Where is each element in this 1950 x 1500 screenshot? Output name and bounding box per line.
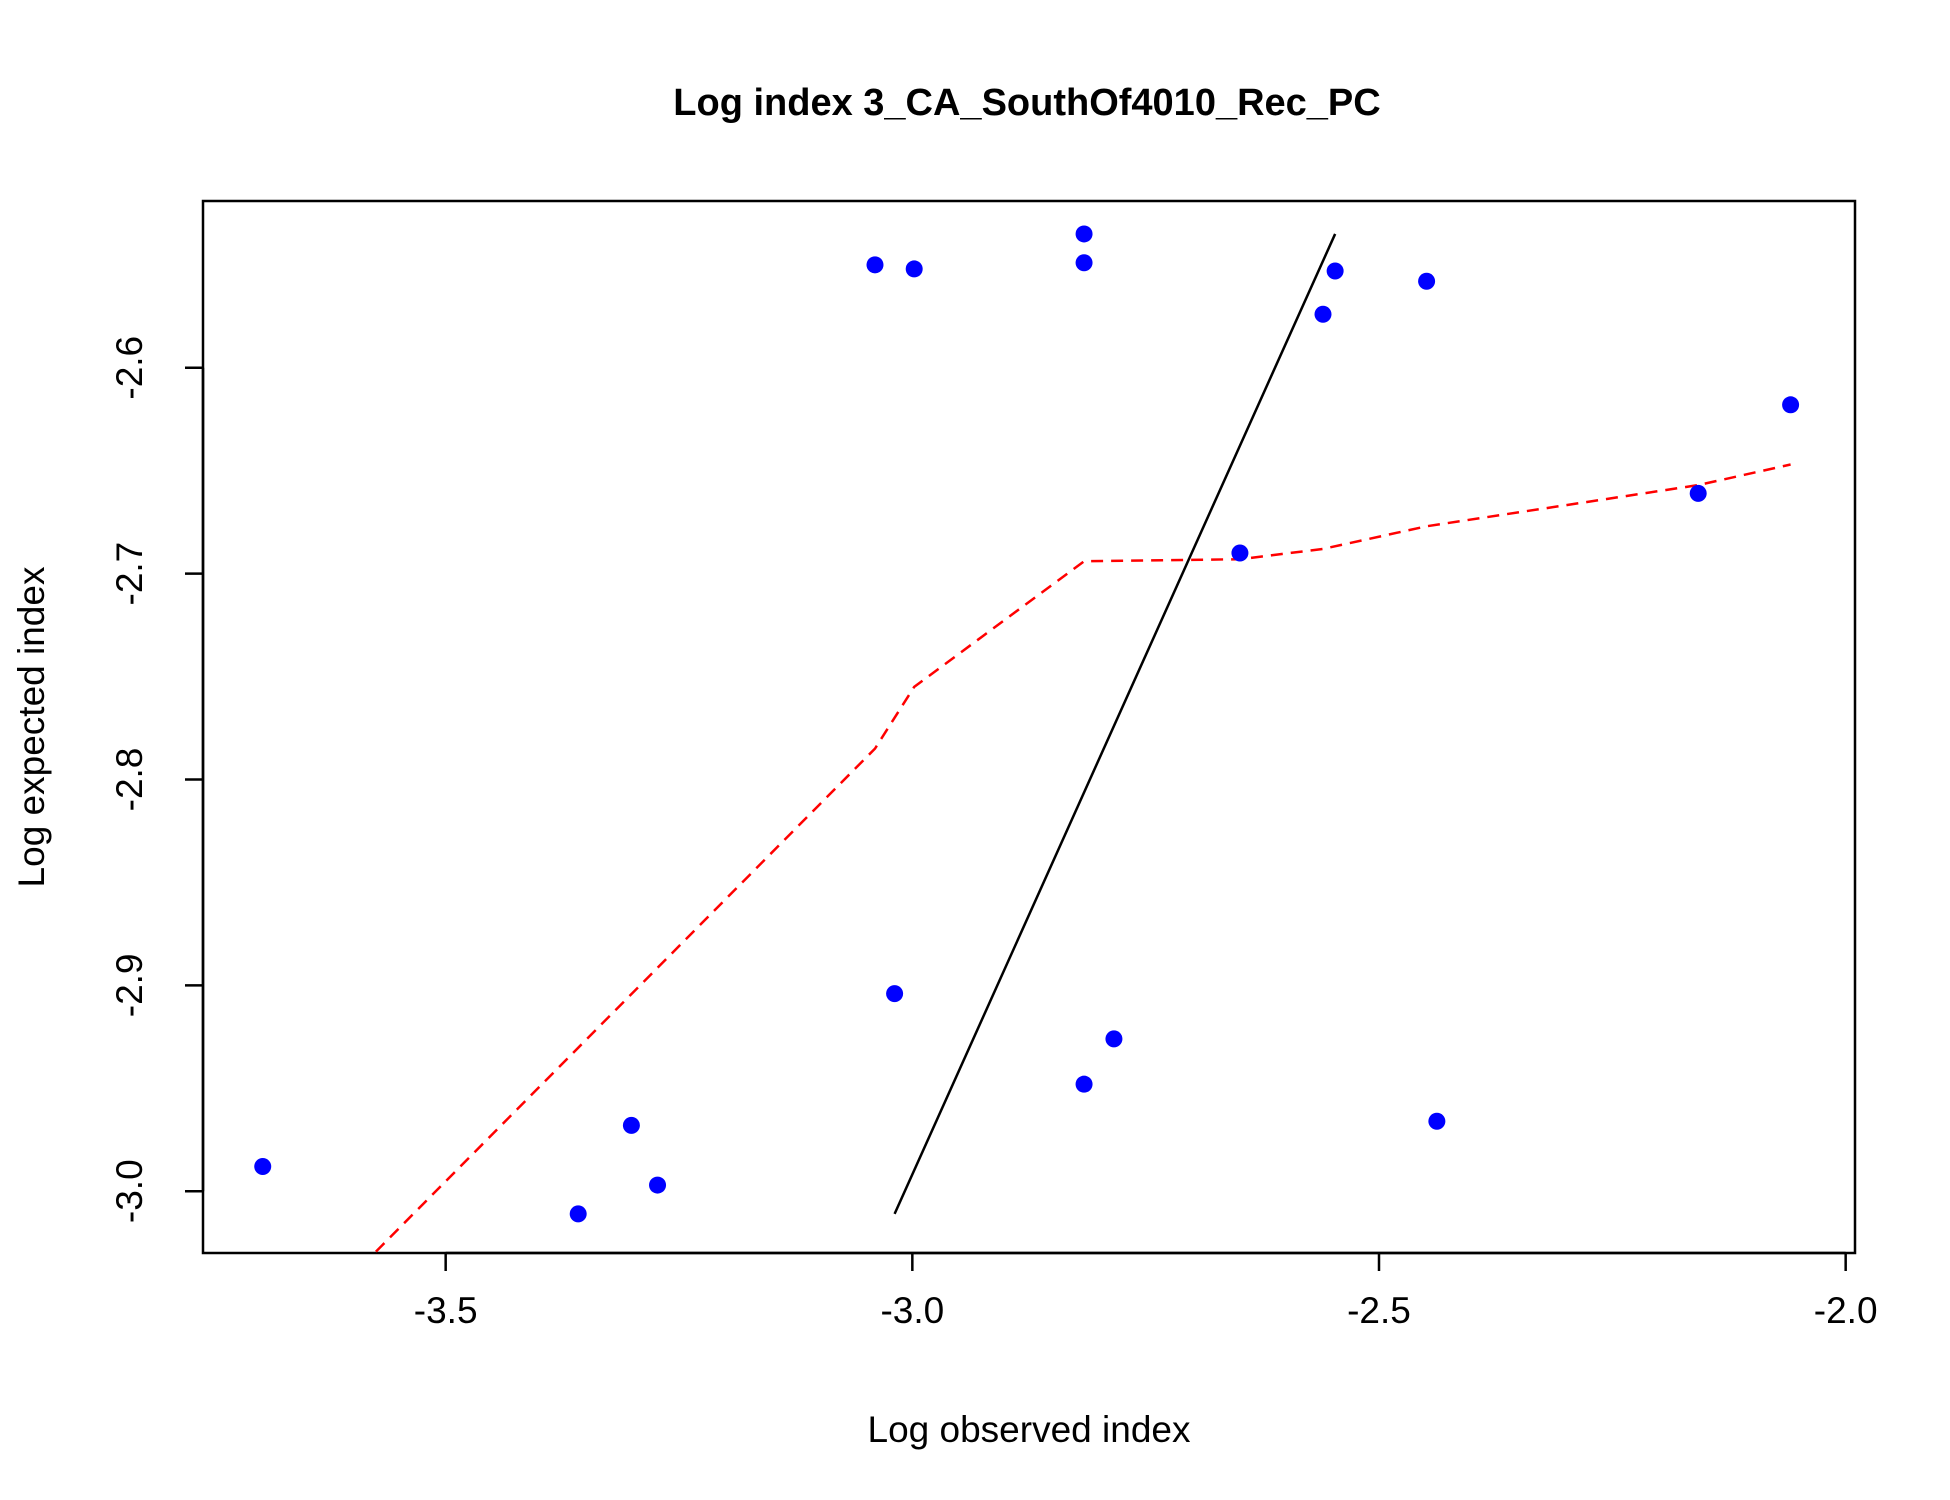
- smoother-line: [372, 463, 1791, 1253]
- x-tick-label: -2.0: [1814, 1290, 1878, 1331]
- data-point: [1075, 1075, 1093, 1093]
- data-point: [622, 1116, 640, 1134]
- y-axis-label: Log expected index: [11, 566, 52, 887]
- data-point: [649, 1176, 667, 1194]
- y-tick-label: -2.7: [109, 542, 150, 606]
- data-point: [1326, 262, 1344, 280]
- y-axis: -3.0 -2.9 -2.8 -2.7 -2.6: [109, 336, 205, 1223]
- data-point: [866, 256, 884, 274]
- x-tick-label: -3.5: [414, 1290, 478, 1331]
- data-point: [569, 1205, 587, 1223]
- x-axis-label: Log observed index: [868, 1409, 1191, 1450]
- one-to-one-line: [893, 233, 1337, 1215]
- data-point: [905, 260, 923, 278]
- data-point: [1418, 272, 1436, 290]
- plot-frame: [201, 199, 1857, 1255]
- data-point: [1075, 254, 1093, 272]
- data-point: [1231, 544, 1249, 562]
- plot-area: [254, 225, 1800, 1253]
- data-point: [1782, 396, 1800, 414]
- y-tick-label: -2.8: [109, 748, 150, 812]
- data-point: [1314, 305, 1332, 323]
- data-point: [254, 1158, 272, 1176]
- data-point: [1105, 1030, 1123, 1048]
- y-tick-label: -2.9: [109, 953, 150, 1017]
- x-tick-label: -2.5: [1347, 1290, 1411, 1331]
- y-tick-label: -2.6: [109, 336, 150, 400]
- data-point: [886, 985, 904, 1003]
- data-point: [1075, 225, 1093, 243]
- data-point: [1428, 1112, 1446, 1130]
- y-tick-label: -3.0: [109, 1159, 150, 1223]
- x-axis: -3.5 -3.0 -2.5 -2.0: [414, 1251, 1878, 1331]
- chart-title: Log index 3_CA_SouthOf4010_Rec_PC: [673, 82, 1380, 124]
- data-point: [1689, 484, 1707, 502]
- x-tick-label: -3.0: [880, 1290, 944, 1331]
